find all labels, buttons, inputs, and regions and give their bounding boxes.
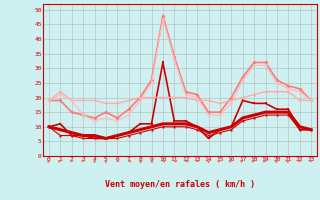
X-axis label: Vent moyen/en rafales ( km/h ): Vent moyen/en rafales ( km/h ) xyxy=(105,180,255,189)
